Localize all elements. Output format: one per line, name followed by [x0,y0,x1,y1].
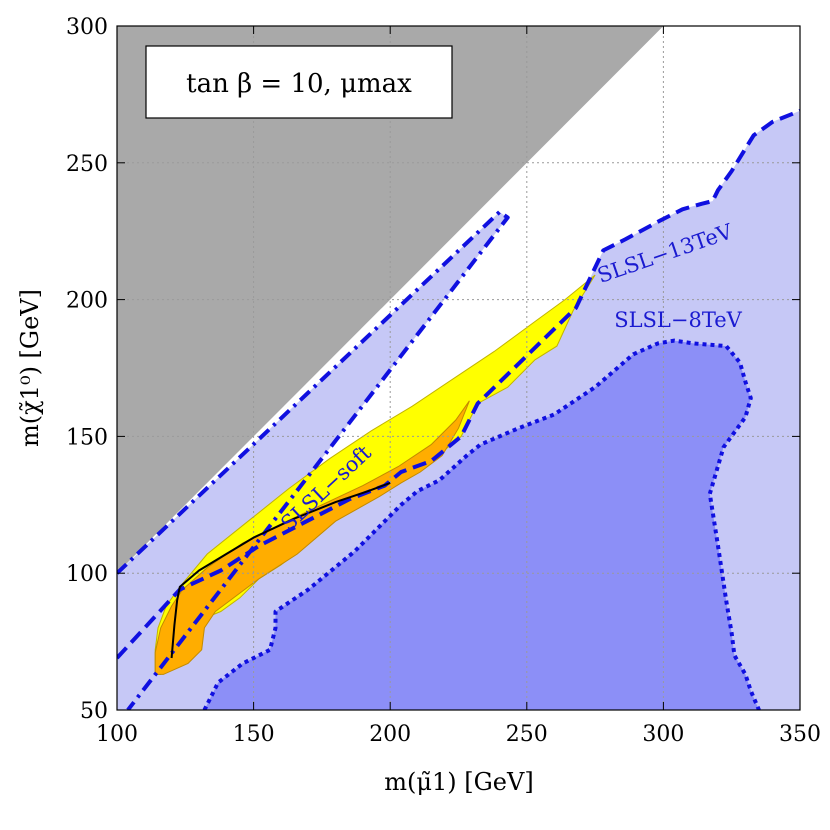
y-tick-label: 200 [66,289,108,314]
y-tick-label: 150 [66,425,108,450]
x-tick-label: 350 [779,722,821,747]
region-orange-region [154,400,470,675]
region-label-2: SLSL−8TeV [614,308,742,332]
y-tick-label: 50 [80,699,108,724]
x-tick-label: 250 [506,722,548,747]
x-tick-label: 150 [233,722,275,747]
y-tick-label: 250 [66,152,108,177]
curve-black-curve [170,481,391,659]
x-tick-label: 200 [369,722,411,747]
chart-title: tan β = 10, μmax [186,69,412,99]
region-SLSL-8TeV [204,340,759,710]
y-tick-label: 100 [66,562,108,587]
curve-SLSL-13TeV-boundary [117,108,800,660]
curve-SLSL-soft-boundary [117,210,510,710]
x-axis-label: m(μ̃1) [GeV] [384,768,533,796]
title-box: tan β = 10, μmax [145,45,453,119]
y-axis-label: m(χ̃1⁰) [GeV] [16,289,44,447]
x-tick-label: 300 [642,722,684,747]
plot-frame [116,25,801,711]
y-tick-label: 300 [66,15,108,40]
x-tick-label: 100 [96,722,138,747]
